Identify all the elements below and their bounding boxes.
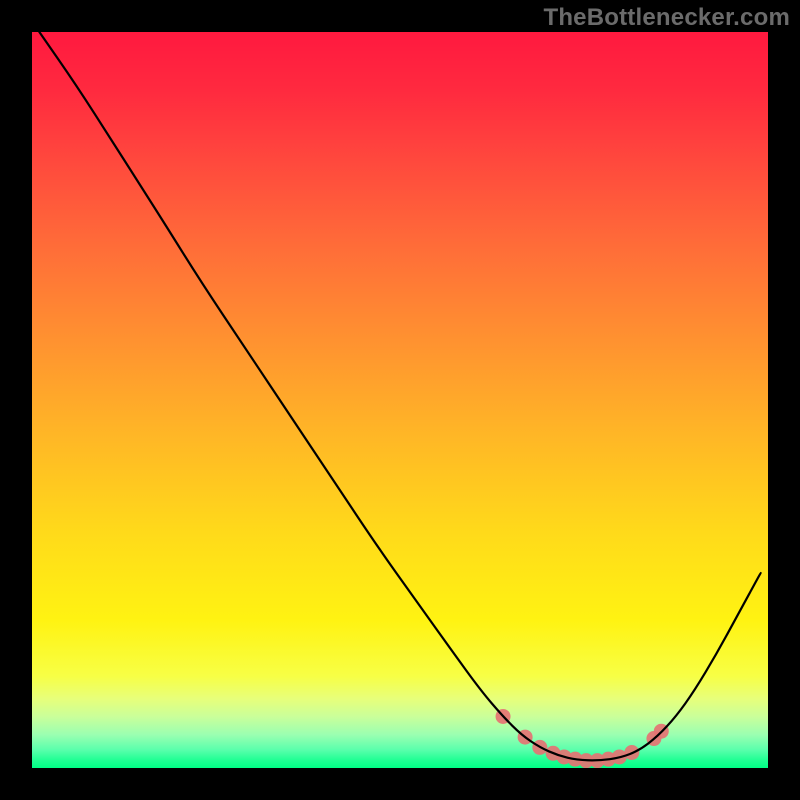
curve-layer xyxy=(32,32,768,768)
watermark-text: TheBottlenecker.com xyxy=(543,4,790,32)
bottleneck-curve xyxy=(39,32,760,760)
plot-area xyxy=(32,32,768,768)
chart-canvas: TheBottlenecker.com xyxy=(0,0,800,800)
